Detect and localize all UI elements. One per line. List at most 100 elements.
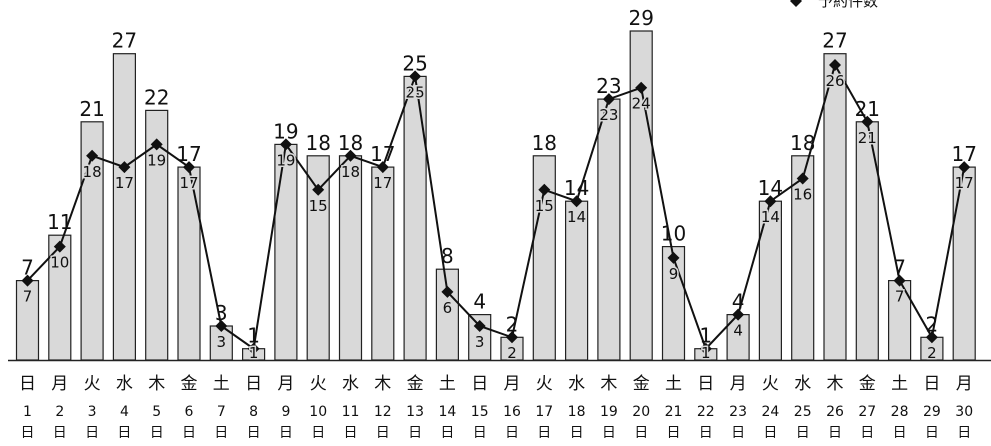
weekday-tick-label: 金: [181, 374, 198, 394]
bar-value-label: 17: [176, 142, 201, 166]
weekday-tick-label: 日: [245, 374, 262, 394]
line-value-label: 25: [406, 83, 425, 101]
bar: [371, 166, 395, 361]
line-point: [86, 149, 99, 162]
date-unit-label: 日: [150, 425, 164, 441]
weekday-tick-label: 土: [665, 374, 682, 394]
line-point: [215, 320, 228, 332]
weekday-tick-label: 水: [568, 374, 585, 394]
line-point: [635, 81, 648, 94]
bar: [403, 75, 427, 361]
date-tick-label: 3: [88, 404, 97, 420]
line-value-label: 2: [507, 344, 517, 362]
line-point: [409, 70, 422, 83]
line-point: [667, 251, 680, 264]
bar-value-label: 18: [532, 131, 557, 155]
line-point: [279, 138, 292, 151]
bar-value-label: 7: [21, 256, 34, 280]
weekday-tick-label: 金: [407, 374, 424, 394]
date-unit-label: 日: [957, 425, 971, 441]
series-line: [26, 62, 966, 351]
weekday-tick-label: 火: [536, 374, 553, 394]
bar-value-label: 18: [790, 131, 815, 155]
date-unit-label: 日: [473, 425, 487, 441]
date-tick-label: 24: [761, 404, 779, 420]
line-point: [21, 274, 34, 287]
date-unit-label: 日: [537, 425, 551, 441]
line-value-label: 23: [599, 106, 618, 124]
weekday-tick-label: 月: [730, 374, 747, 394]
line-point: [376, 161, 389, 174]
bar-value-label: 1: [699, 324, 712, 348]
bar-value-label: 18: [338, 131, 363, 155]
line-value-label: 17: [115, 174, 134, 192]
date-unit-label: 日: [602, 425, 616, 441]
bar-value-label: 2: [506, 312, 519, 336]
weekday-tick-label: 土: [891, 374, 908, 394]
weekday-tick-label: 日: [923, 374, 940, 394]
line-value-label: 4: [733, 322, 743, 340]
line-point: [538, 183, 551, 196]
line-value-label: 18: [341, 163, 360, 181]
date-unit-label: 日: [53, 425, 67, 441]
date-tick-label: 16: [503, 404, 521, 420]
bar-value-label: 7: [893, 256, 906, 280]
date-tick-label: 29: [923, 404, 941, 420]
date-unit-label: 日: [699, 425, 713, 441]
line-point: [183, 161, 195, 174]
bar-value-label: 19: [273, 119, 298, 143]
line-point: [796, 172, 809, 185]
date-unit-label: 日: [117, 425, 131, 441]
bar-value-label: 10: [661, 222, 686, 246]
line-value-label: 9: [669, 265, 679, 283]
line-value-label: 19: [276, 151, 295, 169]
bar-value-label: 3: [215, 301, 228, 325]
date-tick-label: 28: [891, 404, 909, 420]
date-tick-label: 6: [185, 404, 194, 420]
bar-value-label: 23: [596, 74, 621, 98]
line-value-label: 3: [475, 333, 485, 351]
weekday-tick-label: 水: [116, 374, 133, 394]
weekday-tick-label: 日: [19, 374, 36, 394]
line-point: [344, 149, 357, 162]
line-value-label: 15: [309, 197, 328, 215]
weekday-tick-label: 火: [84, 374, 101, 394]
line-point: [602, 93, 615, 106]
bar: [274, 143, 298, 361]
weekday-tick-label: 日: [697, 374, 714, 394]
line-value-label: 14: [567, 208, 586, 226]
bar-value-label: 2: [926, 312, 939, 336]
line-point: [925, 331, 938, 344]
bar-value-label: 17: [370, 142, 395, 166]
date-tick-label: 2: [55, 404, 64, 420]
weekday-tick-label: 土: [439, 374, 456, 394]
line-point: [506, 331, 518, 344]
date-unit-label: 日: [634, 425, 648, 441]
date-tick-label: 1: [23, 404, 32, 420]
line-point: [570, 195, 583, 208]
bar-value-label: 22: [144, 85, 169, 109]
line-value-label: 18: [83, 163, 102, 181]
bar-value-label: 21: [79, 97, 104, 121]
weekday-tick-label: 火: [762, 374, 779, 394]
ticks-group: 日月火水木金土日月火水木金土日月火水木金土日月火水木金土日月1日2日3日4日5日…: [19, 374, 973, 441]
line-point: [732, 308, 745, 321]
line-value-label: 10: [50, 254, 69, 272]
date-unit-label: 日: [440, 425, 454, 441]
date-tick-label: 15: [471, 404, 489, 420]
date-unit-label: 日: [21, 425, 35, 441]
bar-value-label: 8: [441, 244, 454, 268]
line-value-label: 15: [535, 197, 554, 215]
legend-label: 予約件数: [818, 0, 878, 10]
date-tick-label: 30: [955, 404, 973, 420]
date-tick-label: 4: [120, 404, 129, 420]
date-tick-label: 22: [697, 404, 715, 420]
line-point: [53, 240, 66, 253]
line-point: [312, 183, 325, 196]
date-unit-label: 日: [925, 425, 939, 441]
date-unit-label: 日: [796, 425, 810, 441]
bars-group: [15, 30, 976, 361]
date-tick-label: 17: [535, 404, 553, 420]
line-value-label: 14: [761, 208, 780, 226]
